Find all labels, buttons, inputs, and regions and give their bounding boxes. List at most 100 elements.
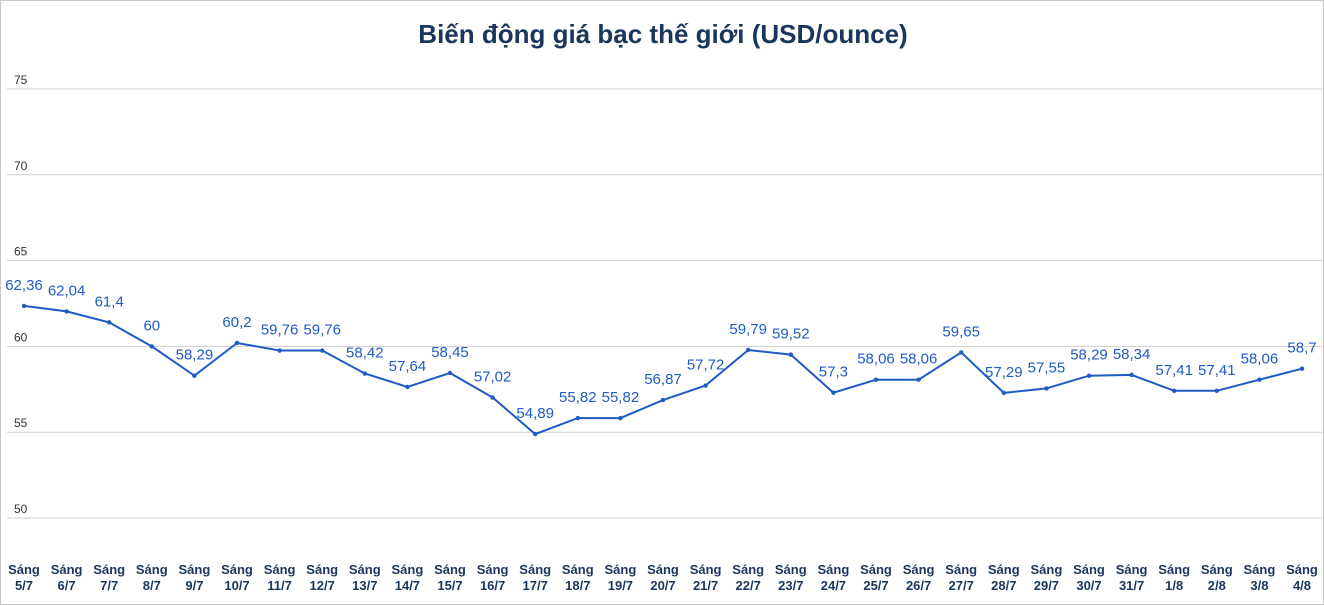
data-point bbox=[447, 370, 453, 376]
data-label: 59,76 bbox=[261, 322, 299, 339]
x-tick-label: 15/7 bbox=[437, 578, 462, 593]
x-tick-label: 1/8 bbox=[1165, 578, 1183, 593]
x-tick-label: 2/8 bbox=[1208, 578, 1226, 593]
x-tick-label: 31/7 bbox=[1119, 578, 1144, 593]
x-tick-label: 19/7 bbox=[608, 578, 633, 593]
data-point bbox=[533, 431, 538, 437]
x-tick-label: 4/8 bbox=[1293, 578, 1311, 593]
data-point bbox=[575, 415, 580, 421]
data-point bbox=[1129, 372, 1134, 378]
x-tick-label: 29/7 bbox=[1034, 578, 1059, 593]
x-tick-label: 20/7 bbox=[650, 578, 675, 593]
data-label: 55,82 bbox=[559, 389, 597, 406]
x-tick-label: Sáng bbox=[8, 562, 40, 577]
data-label: 56,87 bbox=[644, 371, 682, 388]
data-point bbox=[490, 395, 495, 400]
x-tick-label: Sáng bbox=[732, 562, 764, 577]
data-label: 58,29 bbox=[176, 347, 214, 364]
x-tick-label: Sáng bbox=[264, 562, 296, 577]
x-tick-label: Sáng bbox=[1201, 562, 1233, 577]
x-tick-label: Sáng bbox=[903, 562, 935, 577]
data-point bbox=[192, 373, 197, 378]
data-point bbox=[916, 377, 921, 382]
x-tick-label: 5/7 bbox=[15, 578, 33, 593]
x-tick-label: Sáng bbox=[51, 562, 83, 577]
data-point bbox=[1214, 388, 1220, 394]
data-point bbox=[746, 347, 751, 353]
data-point bbox=[234, 340, 240, 346]
x-tick-label: 23/7 bbox=[778, 578, 803, 593]
x-tick-label: Sáng bbox=[93, 562, 125, 577]
x-tick-label: Sáng bbox=[392, 562, 424, 577]
data-label: 58,7 bbox=[1287, 340, 1316, 357]
data-label: 60,2 bbox=[222, 314, 251, 331]
x-tick-label: 30/7 bbox=[1076, 578, 1101, 593]
x-tick-label: Sáng bbox=[1286, 562, 1318, 577]
x-tick-label: 17/7 bbox=[523, 578, 548, 593]
data-label: 57,41 bbox=[1198, 362, 1236, 379]
data-point bbox=[618, 415, 623, 421]
data-point bbox=[660, 397, 666, 403]
x-tick-label: 27/7 bbox=[949, 578, 974, 593]
x-tick-label: Sáng bbox=[945, 562, 977, 577]
x-tick-label: Sáng bbox=[519, 562, 551, 577]
data-point bbox=[64, 309, 69, 314]
data-point bbox=[788, 352, 793, 357]
x-tick-label: 14/7 bbox=[395, 578, 420, 593]
data-label: 55,82 bbox=[602, 389, 640, 406]
x-tick-label: 6/7 bbox=[58, 578, 76, 593]
data-label: 57,64 bbox=[389, 358, 427, 375]
data-point bbox=[1299, 366, 1305, 371]
x-tick-label: Sáng bbox=[860, 562, 892, 577]
x-tick-label: 12/7 bbox=[310, 578, 335, 593]
data-point bbox=[831, 390, 836, 395]
series-line bbox=[23, 304, 1303, 436]
data-label: 57,72 bbox=[687, 357, 725, 374]
x-tick-label: Sáng bbox=[434, 562, 466, 577]
data-label: 57,3 bbox=[819, 364, 848, 381]
data-point bbox=[873, 377, 879, 382]
x-tick-label: Sáng bbox=[1244, 562, 1276, 577]
data-point bbox=[959, 350, 964, 355]
x-tick-label: Sáng bbox=[690, 562, 722, 577]
x-tick-label: 18/7 bbox=[565, 578, 590, 593]
data-point bbox=[362, 371, 367, 376]
data-label: 57,29 bbox=[985, 364, 1023, 381]
x-tick-label: Sáng bbox=[1116, 562, 1148, 577]
data-point bbox=[1001, 390, 1006, 396]
x-tick-label: 21/7 bbox=[693, 578, 718, 593]
data-label: 59,52 bbox=[772, 326, 810, 343]
data-label: 58,06 bbox=[900, 351, 938, 368]
x-tick-label: 16/7 bbox=[480, 578, 505, 593]
data-point bbox=[21, 303, 27, 309]
x-tick-label: 25/7 bbox=[863, 578, 888, 593]
y-tick-label: 75 bbox=[14, 73, 28, 87]
x-tick-label: 26/7 bbox=[906, 578, 931, 593]
data-point bbox=[1257, 377, 1262, 382]
data-point bbox=[277, 348, 282, 353]
x-tick-label: Sáng bbox=[647, 562, 679, 577]
x-tick-label: 22/7 bbox=[736, 578, 761, 593]
x-tick-label: 3/8 bbox=[1250, 578, 1268, 593]
x-tick-label: 28/7 bbox=[991, 578, 1016, 593]
data-point bbox=[405, 384, 410, 390]
data-point bbox=[1086, 373, 1092, 378]
data-label: 58,06 bbox=[1241, 351, 1279, 368]
data-label: 59,65 bbox=[942, 323, 980, 340]
x-tick-label: 8/7 bbox=[143, 578, 161, 593]
y-tick-label: 50 bbox=[14, 502, 28, 516]
data-label: 57,41 bbox=[1155, 362, 1193, 379]
data-label: 58,45 bbox=[431, 344, 469, 361]
data-label: 58,42 bbox=[346, 345, 384, 362]
x-tick-label: 13/7 bbox=[352, 578, 377, 593]
x-tick-label: 10/7 bbox=[224, 578, 249, 593]
y-tick-label: 65 bbox=[14, 245, 28, 259]
x-tick-label: 11/7 bbox=[267, 578, 292, 593]
y-tick-label: 60 bbox=[14, 330, 28, 344]
data-label: 58,29 bbox=[1070, 347, 1108, 364]
x-tick-label: 24/7 bbox=[821, 578, 846, 593]
data-label: 59,79 bbox=[729, 321, 767, 338]
data-point bbox=[320, 348, 325, 353]
